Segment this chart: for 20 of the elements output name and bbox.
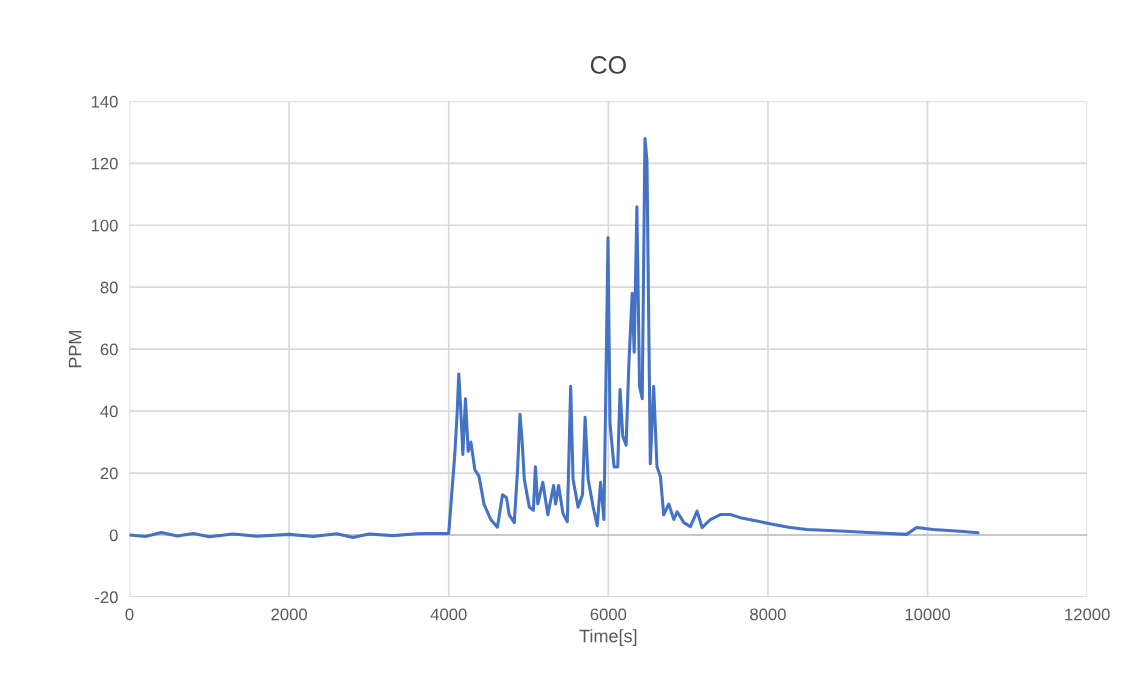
x-axis-title: Time[s] [579, 629, 637, 646]
y-tick-label: 80 [100, 281, 118, 294]
line-series [129, 136, 980, 540]
chart-title: CO [590, 56, 626, 74]
x-tick-label: 8000 [750, 608, 786, 621]
y-tick-label: 0 [109, 529, 118, 542]
y-tick-label: 140 [91, 95, 118, 108]
y-axis-title: PPM [68, 331, 82, 368]
x-tick-label: 4000 [430, 608, 467, 621]
y-tick-label: 120 [91, 157, 118, 170]
y-tick-label: 60 [100, 343, 118, 356]
x-tick-label: 12000 [1065, 608, 1110, 621]
x-tick-label: 0 [125, 608, 134, 621]
y-tick-label: 100 [91, 219, 118, 232]
y-tick-label: 20 [100, 467, 118, 480]
x-tick-label: 10000 [905, 608, 951, 621]
x-tick-label: 2000 [271, 608, 307, 621]
y-tick-label: 40 [100, 405, 118, 418]
x-tick-label: 6000 [590, 608, 627, 621]
y-tick-label: -20 [95, 591, 118, 604]
